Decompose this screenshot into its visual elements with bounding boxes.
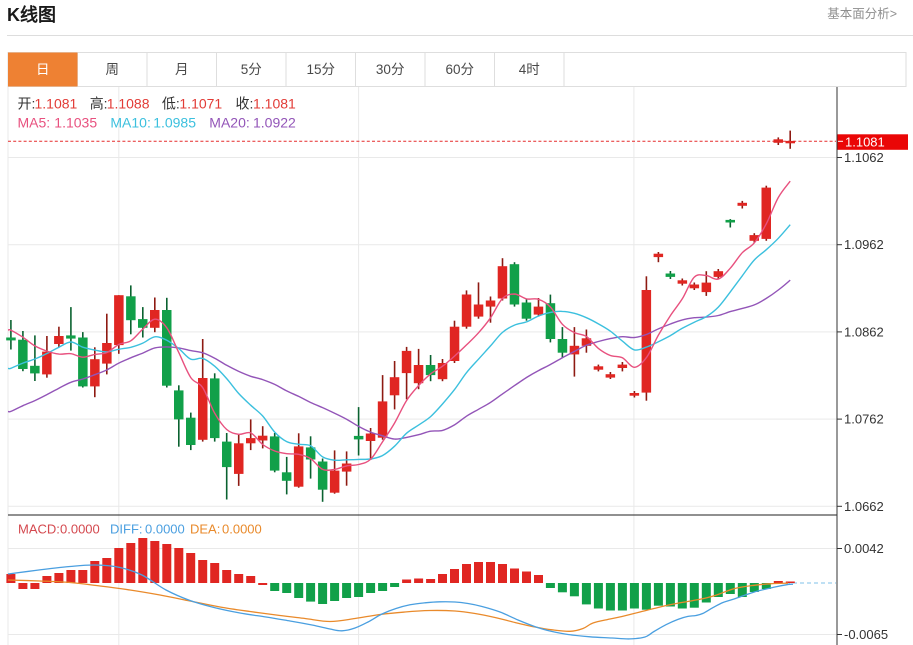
svg-text:0.0000: 0.0000 <box>60 522 100 537</box>
svg-text:60分: 60分 <box>446 62 475 77</box>
svg-text:MA20:: MA20: <box>209 115 249 131</box>
svg-text:1.1081: 1.1081 <box>845 134 885 149</box>
svg-text:1.0985: 1.0985 <box>153 115 196 131</box>
svg-text:1.0762: 1.0762 <box>844 412 884 427</box>
svg-text:1.1088: 1.1088 <box>107 96 150 112</box>
svg-text:低:: 低: <box>162 96 180 112</box>
svg-text:0.0000: 0.0000 <box>145 522 185 537</box>
svg-text:1.1035: 1.1035 <box>54 115 97 131</box>
svg-text:DIFF:: DIFF: <box>110 522 143 537</box>
svg-text:DEA:: DEA: <box>190 522 220 537</box>
svg-text:1.1081: 1.1081 <box>253 96 296 112</box>
svg-text:5分: 5分 <box>241 62 262 77</box>
svg-text:1.0662: 1.0662 <box>844 499 884 514</box>
svg-text:MA10:: MA10: <box>110 115 150 131</box>
svg-text:1.1062: 1.1062 <box>844 150 884 165</box>
svg-text:周: 周 <box>105 62 119 77</box>
svg-text:1.1081: 1.1081 <box>35 96 78 112</box>
svg-text:30分: 30分 <box>376 62 405 77</box>
svg-text:月: 月 <box>175 62 189 77</box>
svg-text:-0.0065: -0.0065 <box>844 627 888 642</box>
svg-text:4时: 4时 <box>519 62 540 77</box>
svg-text:高:: 高: <box>90 96 108 112</box>
svg-text:K线图: K线图 <box>7 4 56 25</box>
svg-text:收:: 收: <box>236 96 254 112</box>
svg-text:日: 日 <box>36 62 50 77</box>
svg-text:1.1071: 1.1071 <box>179 96 222 112</box>
svg-text:0.0000: 0.0000 <box>222 522 262 537</box>
svg-text:0.0042: 0.0042 <box>844 541 884 556</box>
svg-text:MA5:: MA5: <box>18 115 51 131</box>
svg-text:基本面分析>: 基本面分析> <box>827 7 897 21</box>
svg-text:MACD:: MACD: <box>18 522 60 537</box>
svg-text:15分: 15分 <box>307 62 336 77</box>
svg-text:1.0922: 1.0922 <box>253 115 296 131</box>
svg-text:1.0862: 1.0862 <box>844 324 884 339</box>
svg-text:1.0962: 1.0962 <box>844 237 884 252</box>
svg-text:开:: 开: <box>18 96 36 112</box>
